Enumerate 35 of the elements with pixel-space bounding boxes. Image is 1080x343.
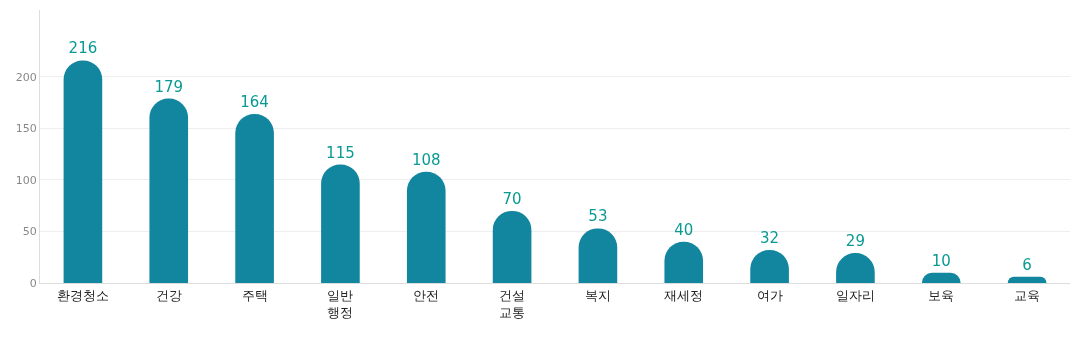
x-tick-label: 일반 행정: [327, 287, 354, 320]
bar: [321, 164, 360, 283]
x-tick-label: 일자리: [835, 287, 875, 303]
data-label: 216: [68, 39, 98, 58]
y-tick-label: 200: [15, 70, 37, 84]
x-tick-label: 환경청소: [56, 287, 109, 303]
x-tick-label: 보육: [928, 287, 955, 303]
x-tick-label: 건설 교통: [499, 287, 526, 320]
data-label: 32: [760, 229, 780, 248]
data-label: 108: [411, 150, 441, 169]
x-tick-label: 여가: [756, 287, 783, 303]
bar: [149, 98, 189, 283]
data-label: 179: [154, 77, 184, 96]
x-tick-label: 주택: [241, 287, 268, 303]
data-label: 29: [845, 232, 865, 251]
bar: [63, 60, 103, 283]
data-label: 53: [588, 207, 608, 226]
x-tick-label: 건강: [155, 287, 182, 303]
data-label: 115: [326, 143, 355, 162]
bar: [406, 171, 446, 283]
bar: [492, 210, 532, 283]
x-tick-label: 안전: [413, 287, 440, 303]
x-tick-label: 교육: [1014, 287, 1041, 303]
y-tick-label: 50: [22, 225, 37, 239]
x-tick-label: 재세정: [664, 287, 704, 303]
bar: [235, 114, 274, 283]
data-label: 6: [1022, 255, 1032, 274]
y-tick-label: 150: [15, 122, 37, 136]
data-label: 40: [674, 220, 694, 239]
x-tick-label: 복지: [584, 287, 611, 303]
y-tick-label: 0: [29, 276, 37, 290]
data-label: 70: [502, 189, 522, 208]
y-tick-label: 100: [15, 173, 37, 187]
data-label: 10: [931, 251, 951, 270]
data-label: 164: [240, 93, 269, 112]
